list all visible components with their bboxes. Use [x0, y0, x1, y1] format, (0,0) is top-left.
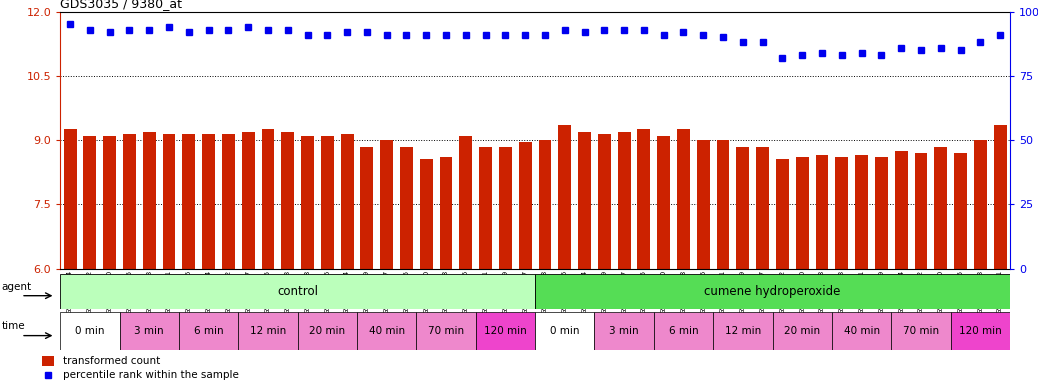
Bar — [954, 153, 967, 269]
Bar — [60, 274, 536, 309]
Text: 120 min: 120 min — [484, 326, 526, 336]
Bar — [360, 147, 374, 269]
Bar — [914, 153, 927, 269]
Bar — [124, 134, 136, 269]
Bar — [340, 134, 354, 269]
Bar — [242, 132, 254, 269]
Bar — [558, 125, 571, 269]
Text: 12 min: 12 min — [725, 326, 761, 336]
Bar — [357, 312, 416, 350]
Bar — [42, 356, 54, 366]
Bar — [757, 147, 769, 269]
Text: 40 min: 40 min — [368, 326, 405, 336]
Bar — [895, 151, 907, 269]
Bar — [776, 159, 789, 269]
Bar — [836, 157, 848, 269]
Bar — [696, 140, 710, 269]
Bar — [480, 147, 492, 269]
Bar — [892, 312, 951, 350]
Bar — [713, 312, 772, 350]
Text: 6 min: 6 min — [668, 326, 699, 336]
Bar — [536, 274, 1010, 309]
Bar — [281, 132, 294, 269]
Text: percentile rank within the sample: percentile rank within the sample — [63, 370, 239, 380]
Bar — [831, 312, 892, 350]
Bar — [951, 312, 1010, 350]
Bar — [60, 312, 119, 350]
Bar — [716, 140, 730, 269]
Text: 20 min: 20 min — [784, 326, 820, 336]
Bar — [993, 125, 1007, 269]
Bar — [298, 312, 357, 350]
Text: 20 min: 20 min — [309, 326, 346, 336]
Bar — [618, 132, 630, 269]
Bar — [578, 132, 591, 269]
Text: 120 min: 120 min — [959, 326, 1002, 336]
Bar — [519, 142, 531, 269]
Bar — [83, 136, 97, 269]
Text: 0 min: 0 min — [550, 326, 579, 336]
Bar — [460, 136, 472, 269]
Bar — [974, 140, 987, 269]
Text: agent: agent — [1, 282, 31, 292]
Text: GDS3035 / 9380_at: GDS3035 / 9380_at — [60, 0, 183, 10]
Bar — [934, 147, 947, 269]
Bar — [657, 136, 671, 269]
Text: time: time — [1, 321, 25, 331]
Bar — [321, 136, 334, 269]
Bar — [796, 157, 809, 269]
Bar — [855, 155, 868, 269]
Text: 40 min: 40 min — [844, 326, 879, 336]
Bar — [875, 157, 887, 269]
Text: 3 min: 3 min — [609, 326, 639, 336]
Bar — [419, 159, 433, 269]
Bar — [179, 312, 239, 350]
Bar — [400, 147, 413, 269]
Text: 70 min: 70 min — [903, 326, 939, 336]
Bar — [380, 140, 393, 269]
Text: 3 min: 3 min — [135, 326, 164, 336]
Bar — [262, 129, 274, 269]
Bar — [499, 147, 512, 269]
Text: 12 min: 12 min — [250, 326, 286, 336]
Bar — [103, 136, 116, 269]
Bar — [183, 134, 195, 269]
Text: 70 min: 70 min — [428, 326, 464, 336]
Bar — [536, 312, 595, 350]
Bar — [637, 129, 651, 269]
Bar — [143, 132, 156, 269]
Bar — [202, 134, 215, 269]
Bar — [816, 155, 828, 269]
Bar — [677, 129, 690, 269]
Bar — [440, 157, 453, 269]
Text: transformed count: transformed count — [63, 356, 161, 366]
Bar — [222, 134, 235, 269]
Bar — [736, 147, 749, 269]
Text: 0 min: 0 min — [75, 326, 105, 336]
Text: control: control — [277, 285, 318, 298]
Bar — [301, 136, 313, 269]
Bar — [239, 312, 298, 350]
Bar — [416, 312, 475, 350]
Bar — [539, 140, 551, 269]
Bar — [598, 134, 610, 269]
Text: 6 min: 6 min — [194, 326, 223, 336]
Bar — [654, 312, 713, 350]
Bar — [63, 129, 77, 269]
Text: cumene hydroperoxide: cumene hydroperoxide — [705, 285, 841, 298]
Bar — [772, 312, 831, 350]
Bar — [119, 312, 179, 350]
Bar — [475, 312, 536, 350]
Bar — [163, 134, 175, 269]
Bar — [595, 312, 654, 350]
